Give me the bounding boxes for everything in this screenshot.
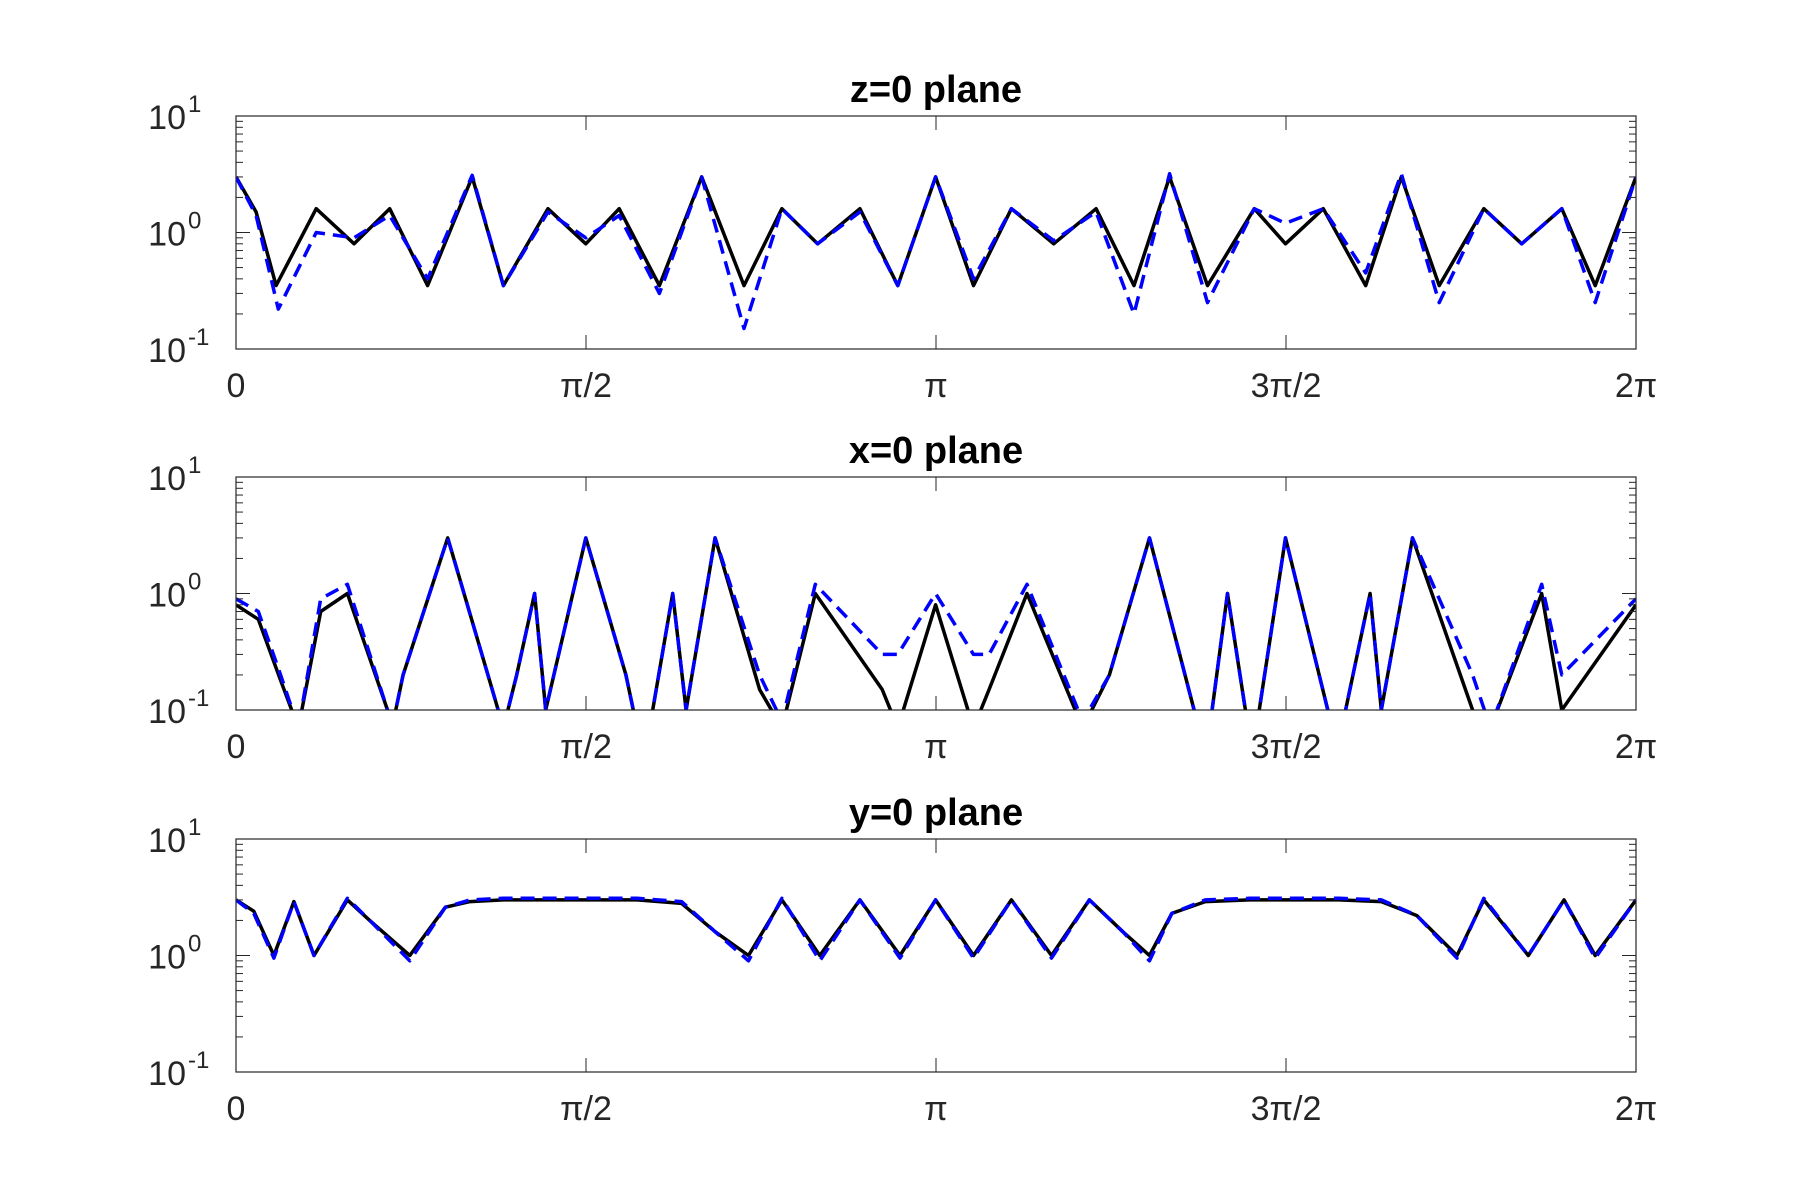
y-tick-exponent: -1	[188, 324, 209, 351]
x-tick-label: π	[924, 367, 947, 405]
y-tick-exponent: 0	[188, 569, 201, 596]
x-tick-label: 2π	[1615, 367, 1657, 405]
y-tick-exponent: 1	[188, 452, 201, 479]
series-line-solid	[236, 175, 1636, 288]
x-tick-label: 2π	[1615, 728, 1657, 766]
x-tick-label: 0	[227, 1090, 246, 1128]
x-tick-label: π/2	[560, 1090, 612, 1128]
y-tick-exponent: 1	[188, 814, 201, 841]
x-tick-label: π	[924, 1090, 947, 1128]
y-tick-label: 10	[148, 822, 186, 860]
y-tick-label: 10	[148, 693, 186, 731]
y-tick-exponent: -1	[188, 1047, 209, 1074]
x-tick-label: π	[924, 728, 947, 766]
series-line-dashed	[236, 896, 1636, 963]
y-tick-exponent: 1	[188, 91, 201, 118]
x-tick-label: 3π/2	[1251, 1090, 1322, 1128]
y-tick-label: 10	[148, 99, 186, 137]
x-tick-label: 0	[227, 367, 246, 405]
y-tick-exponent: 0	[188, 208, 201, 235]
panel-title: x=0 plane	[849, 430, 1023, 472]
x-tick-label: 2π	[1615, 1090, 1657, 1128]
axes-box	[235, 838, 1637, 1073]
series-line-dashed	[236, 536, 1636, 710]
x-tick-label: π/2	[560, 367, 612, 405]
y-tick-label: 10	[148, 577, 186, 615]
y-tick-exponent: 0	[188, 931, 201, 958]
panel-title: y=0 plane	[849, 792, 1023, 834]
x-tick-label: 0	[227, 728, 246, 766]
x-tick-label: 3π/2	[1251, 728, 1322, 766]
y-tick-label: 10	[148, 460, 186, 498]
panel-title: z=0 plane	[850, 69, 1022, 111]
y-tick-exponent: -1	[188, 685, 209, 712]
axes-box	[235, 476, 1637, 711]
y-tick-label: 10	[148, 332, 186, 370]
x-tick-label: π/2	[560, 728, 612, 766]
y-tick-label: 10	[148, 1055, 186, 1093]
y-tick-label: 10	[148, 939, 186, 977]
series-line-dashed	[236, 171, 1636, 331]
x-tick-label: 3π/2	[1251, 367, 1322, 405]
y-tick-label: 10	[148, 216, 186, 254]
